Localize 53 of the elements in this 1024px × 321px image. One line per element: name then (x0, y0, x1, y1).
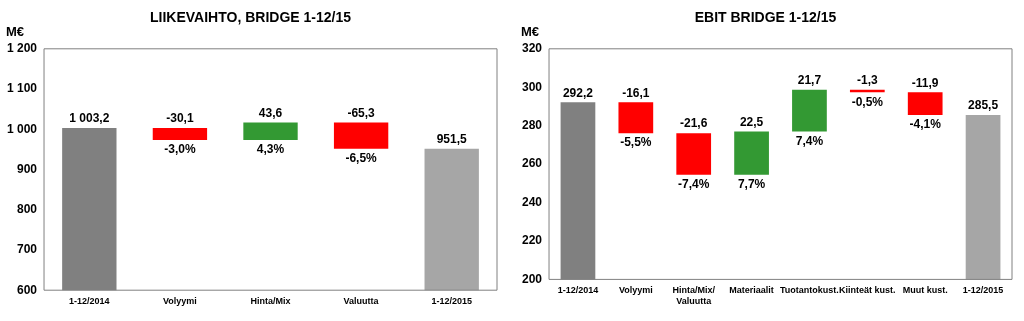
y-tick-label: 260 (521, 156, 543, 171)
y-tick-label: 320 (521, 41, 543, 56)
x-tick-label: Hinta/Mix/Valuutta (672, 285, 716, 307)
y-tick-label: 1 000 (7, 121, 38, 136)
annotation: -7,4% (678, 176, 710, 191)
data-label: 285,5 (968, 98, 999, 113)
x-tick-label: Muut kust. (902, 285, 948, 296)
x-tick-label: Hinta/Mix (250, 296, 291, 307)
annotation: -0,5% (851, 94, 884, 109)
y-tick-label: 280 (521, 117, 543, 132)
x-tick-label: 1-12/2014 (69, 296, 110, 307)
data-label: 43,6 (258, 105, 283, 120)
data-label: 21,7 (797, 73, 822, 88)
data-label: 22,5 (739, 114, 764, 129)
x-tick-label: Volyymi (162, 296, 197, 307)
data-label: 951,5 (436, 132, 468, 147)
y-axis-title: M€ (521, 23, 540, 39)
annotation: -6,5% (345, 151, 378, 166)
x-tick-label: 1-12/2015 (431, 296, 472, 307)
x-tick-label: Kiinteät kust. (839, 285, 896, 296)
data-label: 1 003,2 (69, 111, 110, 126)
data-label: -1,3 (856, 73, 878, 88)
data-label: -16,1 (622, 85, 650, 100)
y-tick-label: 1 200 (7, 41, 38, 56)
x-tick-label: Valuutta (343, 296, 380, 307)
x-tick-label: Volyymi (618, 285, 653, 296)
y-tick-label: 200 (521, 271, 543, 286)
annotation: 7,4% (795, 133, 824, 148)
chart-title: EBIT BRIDGE 1-12/15 (694, 9, 837, 26)
data-label: 292,2 (562, 85, 594, 100)
data-label: -65,3 (347, 105, 376, 120)
data-label: -30,1 (166, 111, 194, 126)
x-tick-label: 1-12/2015 (962, 285, 1004, 296)
x-tick-label: Tuotantokust. (780, 285, 839, 296)
data-label: -21,6 (680, 116, 708, 131)
data-label: -11,9 (911, 75, 939, 90)
y-tick-label: 800 (17, 202, 38, 217)
x-tick-label: Materiaalit (729, 285, 774, 296)
y-tick-label: 240 (521, 194, 543, 209)
y-axis-title: M€ (6, 23, 25, 39)
y-tick-label: 1 100 (7, 81, 38, 96)
y-tick-label: 300 (521, 79, 543, 94)
annotation: 4,3% (256, 142, 285, 157)
y-tick-label: 220 (521, 233, 543, 248)
annotation: -5,5% (620, 135, 652, 150)
y-tick-label: 900 (17, 161, 38, 176)
annotation: -4,1% (909, 117, 942, 132)
chart-title: LIIKEVAIHTO, BRIDGE 1-12/15 (150, 9, 352, 26)
y-tick-label: 600 (17, 282, 38, 297)
x-tick-label: 1-12/2014 (557, 285, 599, 296)
annotation: 7,7% (737, 176, 766, 191)
y-tick-label: 700 (17, 242, 38, 257)
annotation: -3,0% (164, 142, 196, 157)
